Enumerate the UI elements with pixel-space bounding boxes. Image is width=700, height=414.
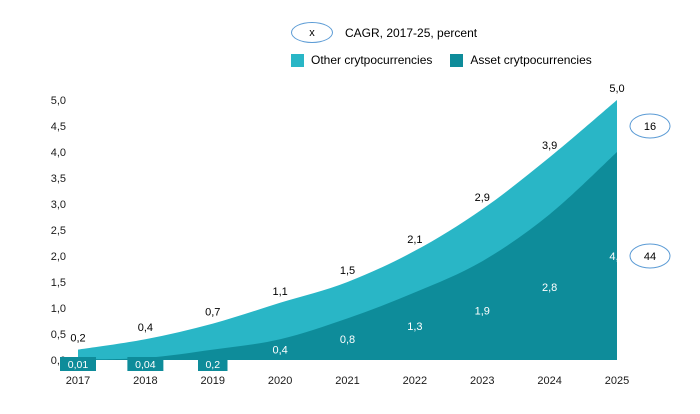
y-axis-tick-label: 1,5 bbox=[51, 277, 66, 289]
total-data-label: 1,1 bbox=[272, 286, 287, 298]
legend-swatch-asset-cryptocurrencies bbox=[450, 53, 464, 67]
y-axis-tick-label: 1,0 bbox=[51, 303, 66, 315]
cagr-badge-ellipse bbox=[629, 113, 671, 139]
asset-data-label: 0,2 bbox=[205, 359, 220, 371]
total-data-label: 5,0 bbox=[609, 83, 624, 95]
total-data-label: 0,7 bbox=[205, 307, 220, 319]
x-axis-year-label: 2018 bbox=[133, 375, 157, 387]
y-axis-tick-label: 4,5 bbox=[51, 121, 66, 133]
asset-data-label: 1,3 bbox=[407, 321, 422, 333]
total-data-label: 0,4 bbox=[138, 322, 153, 334]
x-axis-year-label: 2021 bbox=[335, 375, 359, 387]
total-data-label: 2,9 bbox=[475, 192, 490, 204]
cagr-badge-value: 16 bbox=[644, 121, 656, 133]
x-axis-year-label: 2022 bbox=[403, 375, 427, 387]
y-axis-tick-label: 0,5 bbox=[51, 329, 66, 341]
total-data-label: 0,2 bbox=[70, 333, 85, 345]
x-axis-year-label: 2023 bbox=[470, 375, 494, 387]
total-data-label: 2,1 bbox=[407, 234, 422, 246]
asset-label-box bbox=[198, 357, 228, 371]
asset-label-box bbox=[127, 357, 164, 371]
asset-data-label: 0,04 bbox=[135, 359, 156, 371]
legend-label-other-cryptocurrencies: Other crytpocurrencies bbox=[311, 53, 433, 67]
cagr-symbol-ellipse: x bbox=[291, 22, 333, 43]
total-data-label: 3,9 bbox=[542, 140, 557, 152]
cagr-legend-label: CAGR, 2017-25, percent bbox=[345, 25, 478, 40]
x-axis-year-label: 2020 bbox=[268, 375, 292, 387]
x-axis-year-label: 2019 bbox=[201, 375, 225, 387]
asset-label-box bbox=[60, 357, 96, 371]
x-axis-year-label: 2024 bbox=[537, 375, 561, 387]
series-legend-row: Other crytpocurrencies Asset crytpocurre… bbox=[291, 53, 592, 67]
asset-data-label: 0,8 bbox=[340, 334, 355, 346]
y-axis-tick-label: 3,5 bbox=[51, 173, 66, 185]
asset-data-label: 2,8 bbox=[542, 282, 557, 294]
asset-data-label: 1,9 bbox=[475, 306, 490, 318]
asset-data-label: 0,01 bbox=[68, 359, 89, 371]
x-axis-year-label: 2025 bbox=[605, 375, 629, 387]
legend-swatch-other-cryptocurrencies bbox=[291, 53, 304, 67]
asset-data-label: 4,0 bbox=[609, 251, 624, 263]
y-axis-tick-label: 2,5 bbox=[51, 225, 66, 237]
total-data-label: 1,5 bbox=[340, 265, 355, 277]
cagr-legend-row: x CAGR, 2017-25, percent bbox=[291, 22, 592, 43]
y-axis-tick-label: 2,0 bbox=[51, 251, 66, 263]
cagr-badge-value: 44 bbox=[644, 251, 656, 263]
legend: x CAGR, 2017-25, percent Other crytpocur… bbox=[291, 22, 592, 67]
cagr-badge-ellipse bbox=[629, 243, 671, 269]
legend-label-asset-cryptocurrencies: Asset crytpocurrencies bbox=[470, 53, 592, 67]
x-axis-year-label: 2017 bbox=[66, 375, 90, 387]
asset-data-label: 0,4 bbox=[272, 345, 287, 357]
y-axis-tick-label: 4,0 bbox=[51, 147, 66, 159]
y-axis-tick-label: 3,0 bbox=[51, 199, 66, 211]
cagr-symbol: x bbox=[309, 26, 315, 39]
area-asset-cryptocurrencies bbox=[78, 152, 617, 360]
y-axis-tick-label: 5,0 bbox=[51, 95, 66, 107]
